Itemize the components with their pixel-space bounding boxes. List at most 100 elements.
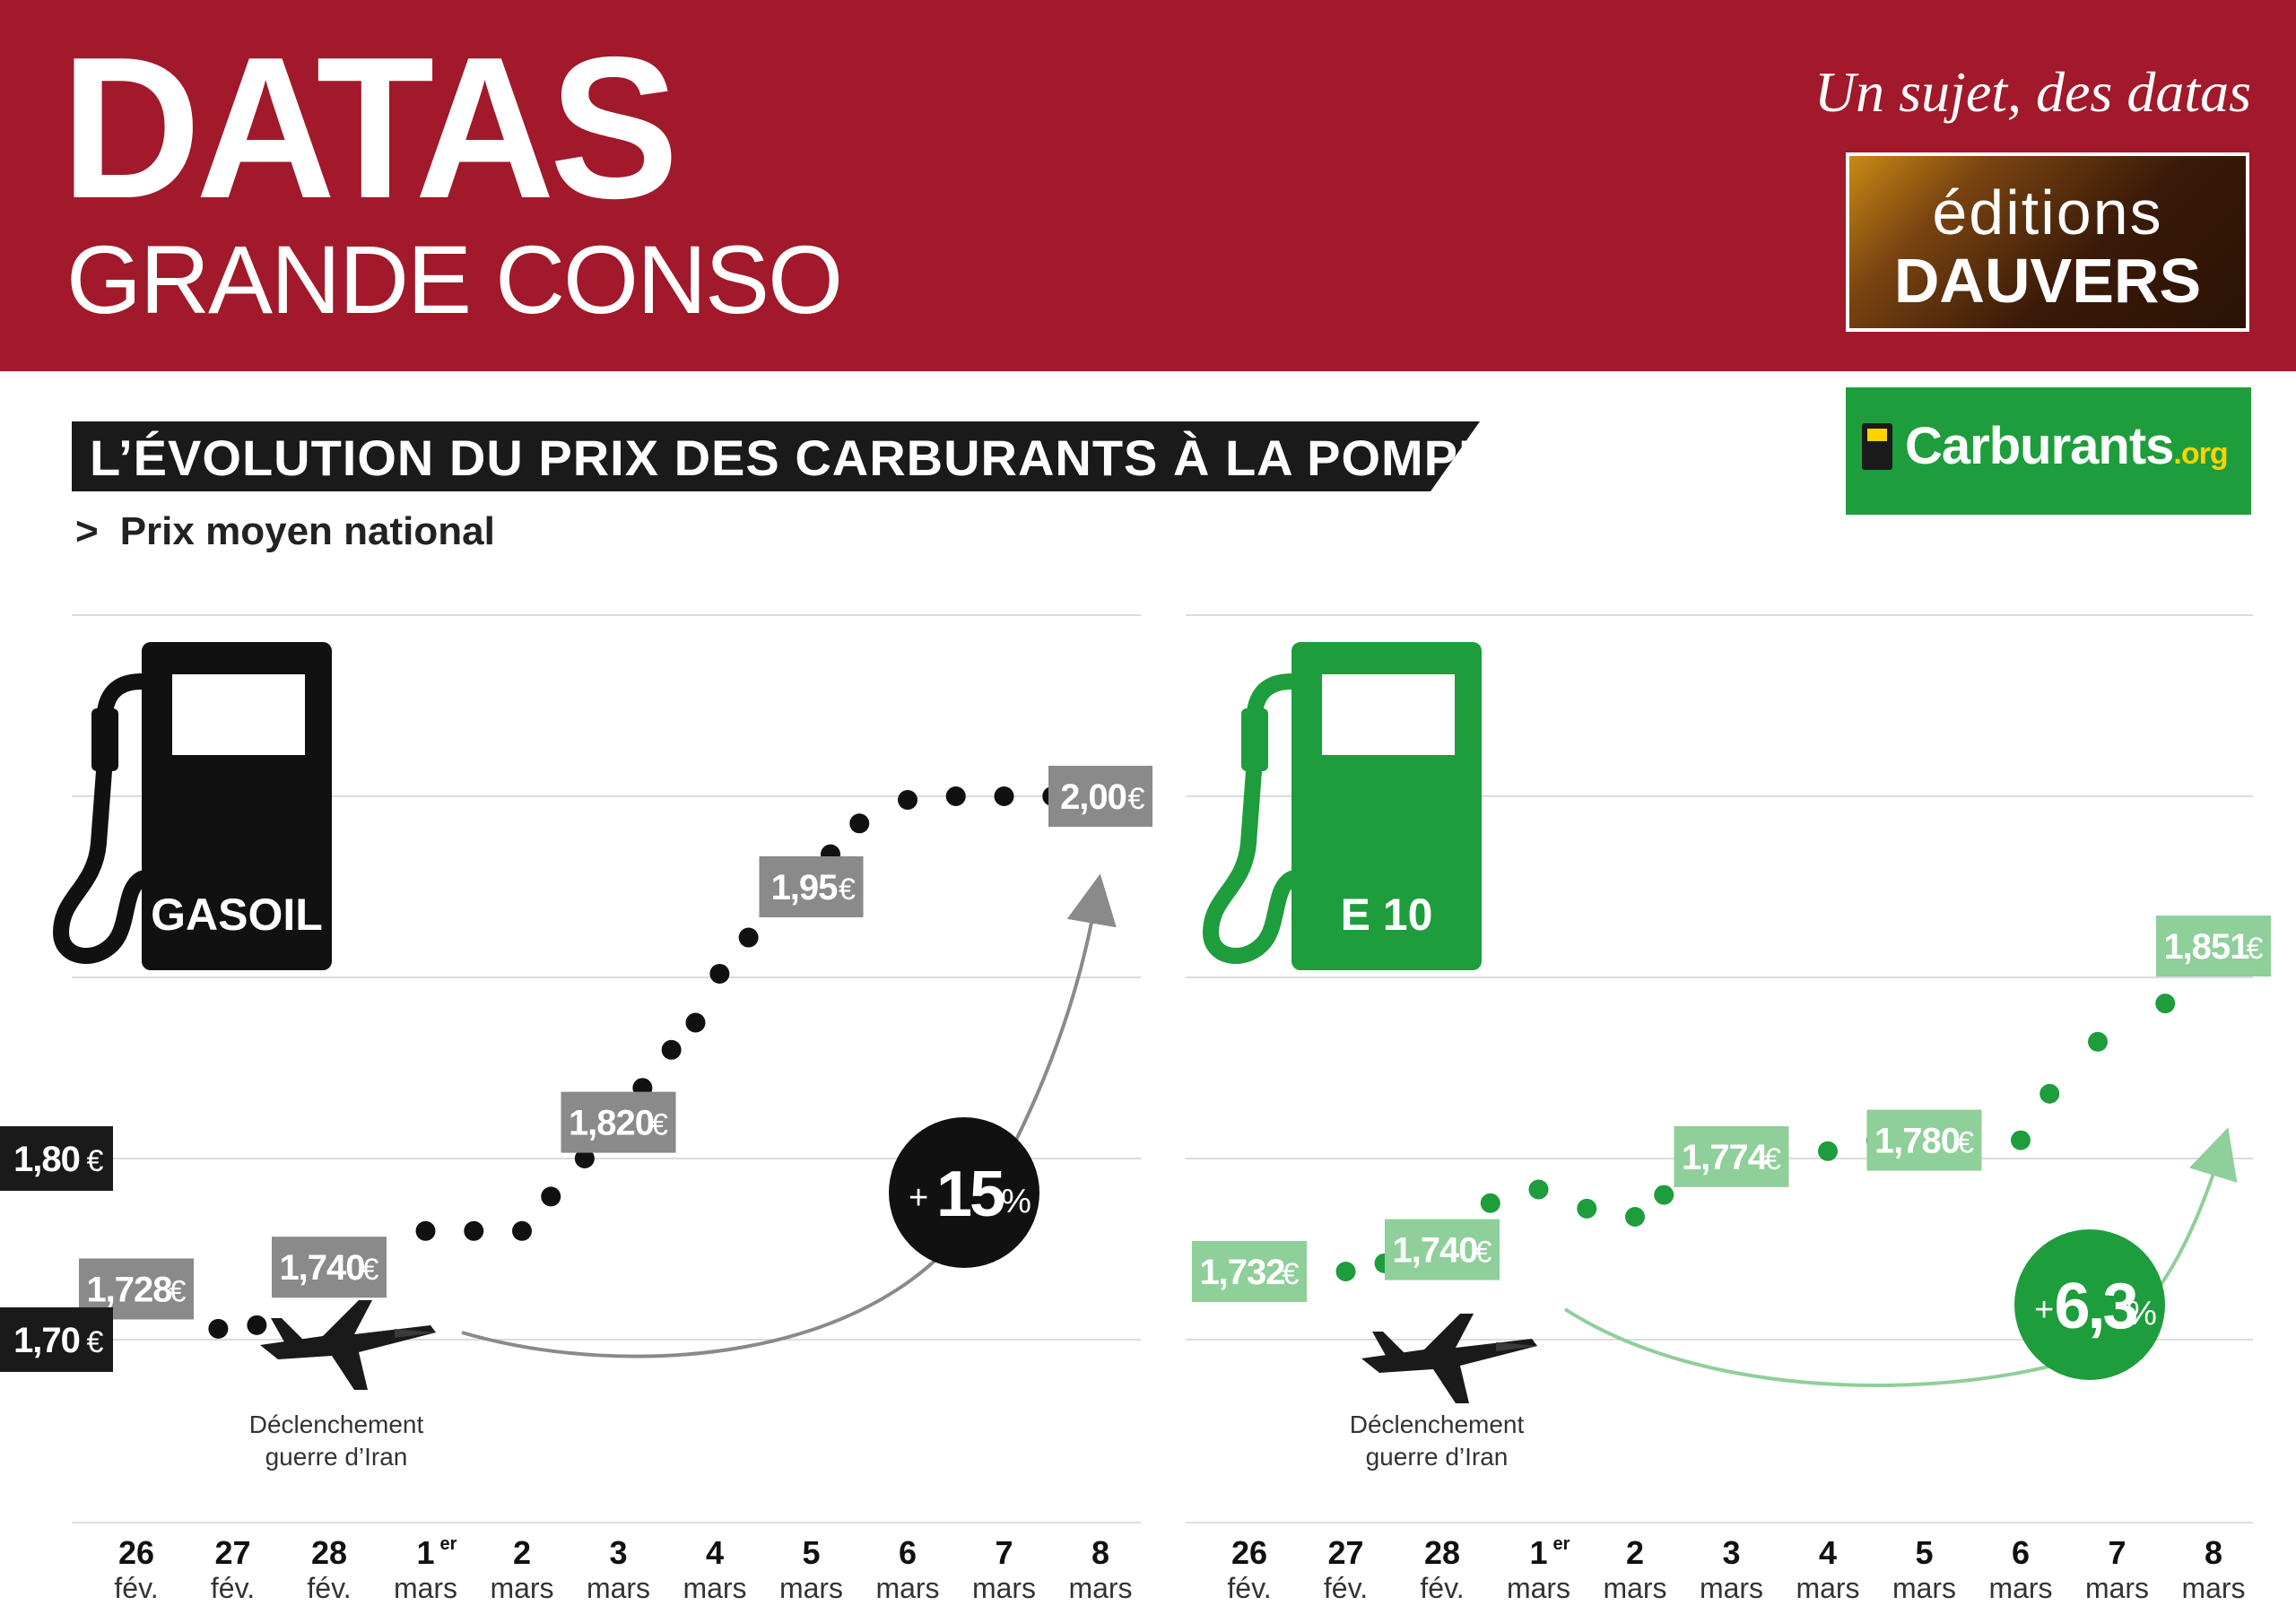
chart-subtitle: > Prix moyen national: [75, 509, 495, 554]
y-tick-value: 1,80: [13, 1140, 80, 1179]
x-tick-day: 3: [1722, 1534, 1740, 1571]
x-tick-day: 5: [802, 1534, 820, 1571]
x-tick-day: 27: [214, 1534, 250, 1571]
title-bar: [72, 421, 1480, 491]
header-band: DATAS GRANDE CONSO Un sujet, des datas é…: [0, 0, 2296, 371]
x-tick-month: mars: [779, 1572, 843, 1604]
data-point: [574, 1149, 595, 1168]
x-tick-sup: er: [440, 1534, 457, 1554]
x-tick-day: 4: [1819, 1534, 1837, 1571]
value-label-text: 1,732: [1199, 1253, 1284, 1292]
change-badge-circle: [2014, 1229, 2165, 1380]
fuel-pump-icon: [1862, 423, 1892, 470]
data-point: [541, 1186, 561, 1207]
x-tick-day: 7: [2108, 1534, 2126, 1571]
x-tick-day: 2: [1626, 1534, 1644, 1571]
x-tick-month: mars: [1507, 1572, 1570, 1604]
value-label-bg: [1385, 1219, 1500, 1280]
gridlines: [72, 614, 2253, 1523]
chart-panel-e10: E 101,732€1,740€1,774€ 1,780€1,851€+ 6,3%D…: [1192, 642, 2271, 1604]
x-tick-day: 5: [1915, 1534, 1933, 1571]
data-point: [1625, 1207, 1645, 1227]
data-point: [2088, 1031, 2108, 1052]
data-point: [2011, 1130, 2031, 1150]
data-point: [247, 1315, 267, 1335]
value-label: 1,851€: [2156, 916, 2271, 977]
value-label: 1,774€: [1674, 1125, 1789, 1187]
value-label-bg: [2156, 916, 2271, 977]
value-label-text: 1,728: [86, 1270, 172, 1309]
x-tick-day: 3: [609, 1534, 627, 1571]
change-badge-circle: [889, 1117, 1039, 1268]
change-value: 15: [936, 1159, 1004, 1230]
publisher-line2: DAUVERS: [1893, 246, 2202, 316]
x-tick-day: 26: [118, 1534, 154, 1571]
value-label: 1,95 €: [759, 856, 864, 917]
subtitle-arrow-icon: >: [75, 509, 99, 553]
x-tick-month: fév.: [307, 1572, 351, 1604]
value-label-text: 1,780: [1874, 1122, 1960, 1161]
change-badge: +6,3%: [2014, 1229, 2165, 1380]
change-sign: +: [909, 1179, 928, 1217]
brand-subtitle: GRANDE CONSO: [66, 225, 843, 334]
x-tick-day: 7: [995, 1534, 1013, 1571]
fuel-pump-icon: GASOIL: [52, 642, 332, 970]
x-tick-day: 27: [1327, 1534, 1363, 1571]
series-name-label: E 10: [1341, 890, 1433, 940]
data-point: [512, 1220, 532, 1241]
x-tick-month: mars: [2181, 1572, 2245, 1604]
annotation-line1: Déclenchement: [249, 1410, 424, 1438]
value-label-text: 2,00: [1060, 777, 1126, 817]
data-point: [1528, 1179, 1549, 1200]
value-label-unit: €: [362, 1253, 379, 1287]
data-point: [994, 786, 1014, 806]
value-label-bg: [272, 1237, 387, 1298]
x-tick-month: fév.: [114, 1572, 158, 1604]
trend-arrow: [1563, 1127, 2238, 1387]
data-point: [849, 813, 870, 834]
value-label-bg: [1048, 766, 1152, 827]
chart-title: L’ÉVOLUTION DU PRIX DES CARBURANTS À LA …: [90, 430, 1493, 486]
x-tick-day: 1: [1529, 1534, 1547, 1571]
y-tick-unit: €: [87, 1144, 104, 1178]
annotation-line1: Déclenchement: [1350, 1410, 1525, 1438]
y-tick-label: 1,80 €: [0, 1126, 113, 1191]
source-suffix: .org: [2173, 437, 2228, 471]
fuel-pump-icon: E 10: [1202, 642, 1482, 970]
value-label: 1,780€: [1866, 1109, 1982, 1171]
x-tick-day: 4: [706, 1534, 724, 1571]
value-label-bg: [1674, 1125, 1789, 1187]
value-label-unit: €: [839, 872, 856, 907]
value-label-text: 1,740: [1392, 1231, 1477, 1271]
value-label-unit: €: [1283, 1257, 1300, 1291]
y-tick-bg: [0, 1307, 113, 1372]
x-tick-month: mars: [490, 1572, 553, 1604]
value-label-unit: €: [1957, 1126, 1974, 1160]
value-label-unit: €: [1764, 1142, 1781, 1176]
value-label: 1,740€: [272, 1237, 387, 1298]
value-label-bg: [561, 1091, 676, 1153]
change-unit: %: [2126, 1295, 2157, 1332]
publisher-logo: éditions DAUVERS: [1846, 152, 2249, 332]
x-tick-month: mars: [683, 1572, 746, 1604]
x-tick-month: mars: [972, 1572, 1036, 1604]
value-label: 1,820€: [561, 1091, 676, 1153]
subtitle-text: Prix moyen national: [119, 509, 495, 553]
data-point: [415, 1220, 436, 1241]
x-tick-sup: er: [1553, 1534, 1570, 1554]
value-label-text: 1,740: [279, 1248, 364, 1288]
value-label: 2,00 €: [1048, 766, 1152, 827]
